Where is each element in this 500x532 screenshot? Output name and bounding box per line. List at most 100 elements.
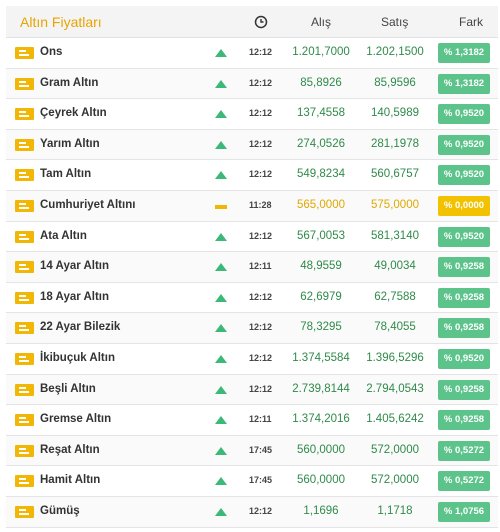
gold-bar-icon <box>15 322 34 335</box>
trend-up-icon <box>215 507 227 517</box>
row-name[interactable]: Ons <box>40 46 63 58</box>
gold-bar-icon <box>15 169 34 182</box>
change-badge: % 0,9258 <box>438 287 490 308</box>
gold-bar-icon <box>15 383 34 396</box>
row-name[interactable]: Ata Altın <box>40 229 87 242</box>
row-satis: 572,0000 <box>371 474 419 487</box>
trend-up-icon <box>215 171 227 180</box>
row-satis: 1,1718 <box>377 504 413 517</box>
gold-bar-icon <box>15 414 34 427</box>
trend-up-icon <box>215 477 227 486</box>
row-satis: 281,1978 <box>371 137 419 150</box>
row-satis: 2.794,0543 <box>366 382 424 395</box>
table-row[interactable]: Beşli Altın 12:12 2.739,8144 2.794,0543 % 0,… <box>6 374 498 406</box>
row-satis: 560,6757 <box>371 168 419 181</box>
row-time: 12:12 <box>249 108 273 119</box>
trend-flat-icon <box>215 202 227 211</box>
table-row[interactable]: Gümüş 12:12 1,1696 1,1718 % 1,0756 <box>6 496 498 528</box>
table-row[interactable]: 22 Ayar Bilezik 12:12 78,3295 78,4055 % 0,92… <box>6 313 498 344</box>
row-name[interactable]: Gremse Altın <box>40 413 112 426</box>
table-row[interactable]: Ons 12:12 1.201,7000 1.202,1500 % 1,3182 <box>6 38 498 69</box>
row-name[interactable]: Gram Altın <box>40 76 99 89</box>
row-time: 12:11 <box>249 414 272 425</box>
row-time: 11:28 <box>249 199 272 210</box>
table-row[interactable]: Hamit Altın 17:45 560,0000 572,0000 % 0,5272 <box>6 466 498 497</box>
row-name[interactable]: 18 Ayar Altın <box>40 290 110 303</box>
row-time: 12:12 <box>249 505 273 516</box>
row-time: 12:12 <box>249 322 273 333</box>
row-alis: 137,4558 <box>297 107 345 120</box>
change-badge: % 1,3182 <box>438 43 490 63</box>
row-name[interactable]: Çeyrek Altın <box>40 107 107 120</box>
row-alis: 567,0053 <box>297 229 345 242</box>
row-alis: 560,0000 <box>297 443 345 456</box>
table-row[interactable]: Reşat Altın 17:45 560,0000 572,0000 % 0,5272 <box>6 435 498 467</box>
table-row[interactable]: Ata Altın 12:12 567,0053 581,3140 % 0,9520 <box>6 221 498 253</box>
row-time: 12:12 <box>249 47 273 57</box>
row-name[interactable]: İkibuçuk Altın <box>40 351 115 364</box>
trend-up-icon <box>215 324 227 333</box>
table-row[interactable]: Gremse Altın 12:11 1.374,2016 1.405,6242 % 0… <box>6 405 498 436</box>
row-name[interactable]: Yarım Altın <box>40 137 100 150</box>
row-name[interactable]: Beşli Altın <box>40 382 96 395</box>
row-satis: 1.405,6242 <box>366 413 424 426</box>
change-badge: % 0,9258 <box>438 257 490 278</box>
row-time: 12:12 <box>249 138 273 149</box>
change-badge: % 0,9258 <box>438 379 490 400</box>
change-badge: % 0,9520 <box>438 134 490 155</box>
trend-up-icon <box>215 79 227 89</box>
row-time: 12:12 <box>249 230 273 241</box>
row-name[interactable]: 14 Ayar Altın <box>40 260 110 273</box>
change-badge: % 1,3182 <box>438 73 490 94</box>
row-name[interactable]: Reşat Altın <box>40 443 100 456</box>
row-alis: 1.374,5584 <box>292 351 350 364</box>
row-time: 12:12 <box>249 352 273 363</box>
row-satis: 575,0000 <box>371 198 419 211</box>
row-satis: 1.202,1500 <box>366 46 424 58</box>
table-row[interactable]: Tam Altın 12:12 549,8234 560,6757 % 0,9520 <box>6 160 498 191</box>
row-alis: 274,0526 <box>297 137 345 150</box>
row-name[interactable]: Cumhuriyet Altını <box>40 198 136 211</box>
row-name[interactable]: Hamit Altın <box>40 474 101 487</box>
row-satis: 49,0034 <box>374 260 416 273</box>
column-header-satis: Satış <box>381 15 409 29</box>
row-satis: 581,3140 <box>371 229 419 242</box>
table-row[interactable]: Cumhuriyet Altını 11:28 565,0000 575,0000 % … <box>6 190 498 222</box>
table-row[interactable]: 18 Ayar Altın 12:12 62,6979 62,7588 % 0,9258 <box>6 282 498 314</box>
trend-up-icon <box>215 293 227 303</box>
row-satis: 85,9596 <box>374 76 416 89</box>
column-header-alis: Alış <box>311 15 332 29</box>
gold-bar-icon <box>15 138 34 151</box>
row-alis: 1.201,7000 <box>292 46 350 58</box>
gold-bar-icon <box>15 352 34 365</box>
change-badge: % 0,0000 <box>438 195 490 216</box>
row-name[interactable]: 22 Ayar Bilezik <box>40 321 121 334</box>
row-name[interactable]: Tam Altın <box>40 168 92 181</box>
gold-bar-icon <box>15 261 34 274</box>
table-row[interactable]: Yarım Altın 12:12 274,0526 281,1978 % 0,9520 <box>6 129 498 161</box>
table-row[interactable]: 14 Ayar Altın 12:11 48,9559 49,0034 % 0,9258 <box>6 252 498 283</box>
row-time: 12:12 <box>249 77 273 88</box>
gold-bar-icon <box>15 47 34 59</box>
table-header: Altın Fiyatları Alış Satış Fark <box>6 6 498 38</box>
trend-up-icon <box>215 263 227 272</box>
row-alis: 549,8234 <box>297 168 345 181</box>
table-row[interactable]: Gram Altın 12:12 85,8926 85,9596 % 1,3182 <box>6 68 498 100</box>
table-row[interactable]: İkibuçuk Altın 12:12 1.374,5584 1.396,5296%… <box>6 343 498 375</box>
row-alis: 560,0000 <box>297 474 345 487</box>
clock-icon <box>254 15 268 29</box>
change-badge: % 0,5272 <box>438 471 490 492</box>
row-time: 12:12 <box>249 169 273 180</box>
gold-bar-icon <box>15 475 34 488</box>
change-badge: % 0,9520 <box>438 104 490 125</box>
gold-bar-icon <box>15 199 34 212</box>
table-row[interactable]: Çeyrek Altın 12:12 137,4558 140,5989 % 0,952… <box>6 99 498 130</box>
row-time: 17:45 <box>249 475 273 486</box>
gold-bar-icon <box>15 505 34 518</box>
trend-up-icon <box>215 140 227 150</box>
change-badge: % 0,9258 <box>438 410 490 431</box>
change-badge: % 0,5272 <box>438 440 490 461</box>
change-badge: % 0,9520 <box>438 348 490 369</box>
row-name[interactable]: Gümüş <box>40 504 80 517</box>
